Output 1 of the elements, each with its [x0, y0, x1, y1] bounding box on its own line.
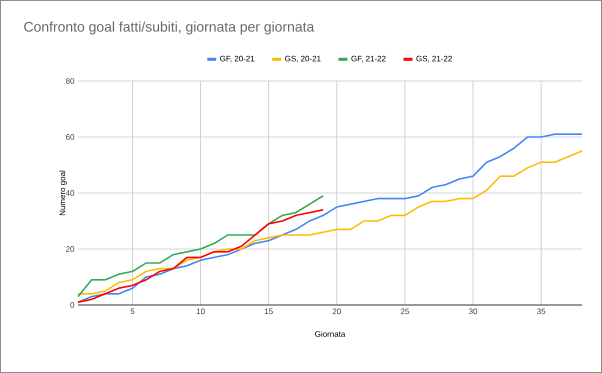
chart-title: Confronto goal fatti/subiti, giornata per giornata	[24, 21, 314, 34]
